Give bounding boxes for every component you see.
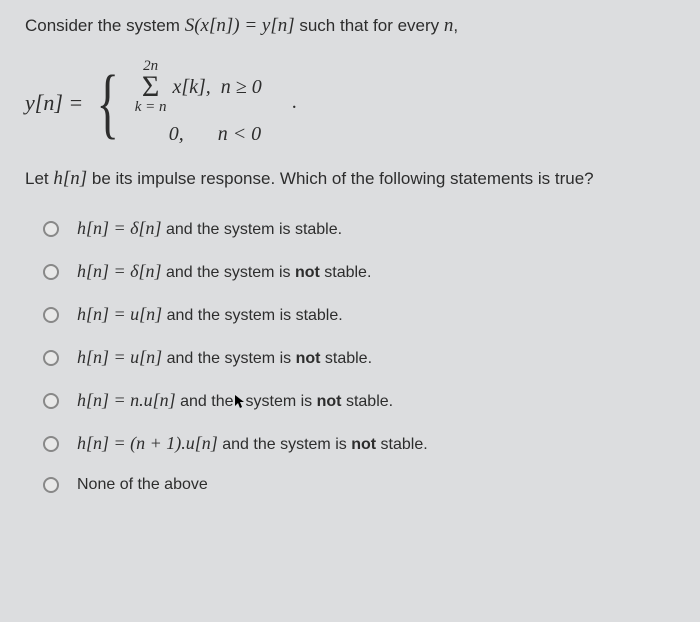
option-expr: h[n] = δ[n] <box>77 218 162 238</box>
sum-lower: k = n <box>135 100 167 115</box>
sigma-icon: Σ <box>142 74 159 100</box>
option-after: stable. <box>376 436 428 453</box>
option-mid: system is <box>246 393 317 410</box>
prompt-middle: such that for every <box>295 16 444 35</box>
let-rest: be its impulse response. Which of the fo… <box>87 169 593 188</box>
option-text: h[n] = u[n] and the system is stable. <box>77 304 343 325</box>
let-line: Let h[n] be its impulse response. Which … <box>25 168 680 190</box>
radio-icon[interactable] <box>43 307 59 323</box>
option-bold: not <box>317 393 342 410</box>
equation-block: y[n] = { 2n Σ k = n x[k], n ≥ 0 0, n < 0… <box>25 55 680 150</box>
option-after: stable. <box>320 350 372 367</box>
option-expr: h[n] = (n + 1).u[n] <box>77 433 218 453</box>
option-expr: h[n] = u[n] <box>77 347 162 367</box>
let-prefix: Let <box>25 169 53 188</box>
option-expr: h[n] = δ[n] <box>77 261 162 281</box>
option-after: stable. <box>320 264 372 281</box>
option-2[interactable]: h[n] = δ[n] and the system is not stable… <box>43 261 680 282</box>
option-3[interactable]: h[n] = u[n] and the system is stable. <box>43 304 680 325</box>
system-expression: S(x[n]) = y[n] <box>185 15 295 36</box>
option-bold: not <box>296 350 321 367</box>
radio-icon[interactable] <box>43 350 59 366</box>
eq-case-2: 0, n < 0 <box>135 123 262 146</box>
option-4[interactable]: h[n] = u[n] and the system is not stable… <box>43 347 680 368</box>
prompt-prefix: Consider the system <box>25 16 185 35</box>
option-text: h[n] = δ[n] and the system is not stable… <box>77 261 371 282</box>
prompt-suffix: , <box>453 16 458 35</box>
option-before: and the <box>176 393 234 410</box>
option-before: and the system is <box>162 350 295 367</box>
option-text: h[n] = (n + 1).u[n] and the system is no… <box>77 433 428 454</box>
case1-cond: n ≥ 0 <box>221 76 262 99</box>
summation: 2n Σ k = n <box>135 59 167 115</box>
eq-trailing-dot: . <box>292 91 297 114</box>
eq-case-1: 2n Σ k = n x[k], n ≥ 0 <box>135 59 262 115</box>
option-expr: h[n] = u[n] <box>77 304 162 324</box>
option-expr: h[n] = n.u[n] <box>77 390 176 410</box>
question-prompt: Consider the system S(x[n]) = y[n] such … <box>25 15 680 37</box>
radio-icon[interactable] <box>43 477 59 493</box>
cursor-icon <box>234 396 246 411</box>
option-6[interactable]: h[n] = (n + 1).u[n] and the system is no… <box>43 433 680 454</box>
radio-icon[interactable] <box>43 264 59 280</box>
option-1[interactable]: h[n] = δ[n] and the system is stable. <box>43 218 680 239</box>
option-text: h[n] = n.u[n] and the system is not stabl… <box>77 390 393 411</box>
prompt-var: n <box>444 15 454 36</box>
case1-body: x[k], <box>172 76 210 99</box>
eq-cases: 2n Σ k = n x[k], n ≥ 0 0, n < 0 <box>135 55 262 150</box>
option-bold: not <box>351 436 376 453</box>
hn-expr: h[n] <box>53 168 87 189</box>
options-list: h[n] = δ[n] and the system is stable.h[n… <box>25 218 680 494</box>
radio-icon[interactable] <box>43 393 59 409</box>
option-before: and the system is <box>218 436 351 453</box>
option-text: None of the above <box>77 476 208 494</box>
option-7[interactable]: None of the above <box>43 476 680 494</box>
option-before: None of the above <box>77 476 208 493</box>
case2-cond: n < 0 <box>218 123 262 146</box>
option-before: and the system is stable. <box>162 307 343 324</box>
option-5[interactable]: h[n] = n.u[n] and the system is not stabl… <box>43 390 680 411</box>
eq-lhs: y[n] = <box>25 90 83 116</box>
option-before: and the system is stable. <box>162 221 343 238</box>
brace-icon: { <box>97 73 119 133</box>
radio-icon[interactable] <box>43 436 59 452</box>
option-after: stable. <box>342 393 394 410</box>
option-text: h[n] = u[n] and the system is not stable… <box>77 347 372 368</box>
option-before: and the system is <box>162 264 295 281</box>
option-bold: not <box>295 264 320 281</box>
radio-icon[interactable] <box>43 221 59 237</box>
option-text: h[n] = δ[n] and the system is stable. <box>77 218 342 239</box>
case2-body: 0, <box>169 123 184 146</box>
